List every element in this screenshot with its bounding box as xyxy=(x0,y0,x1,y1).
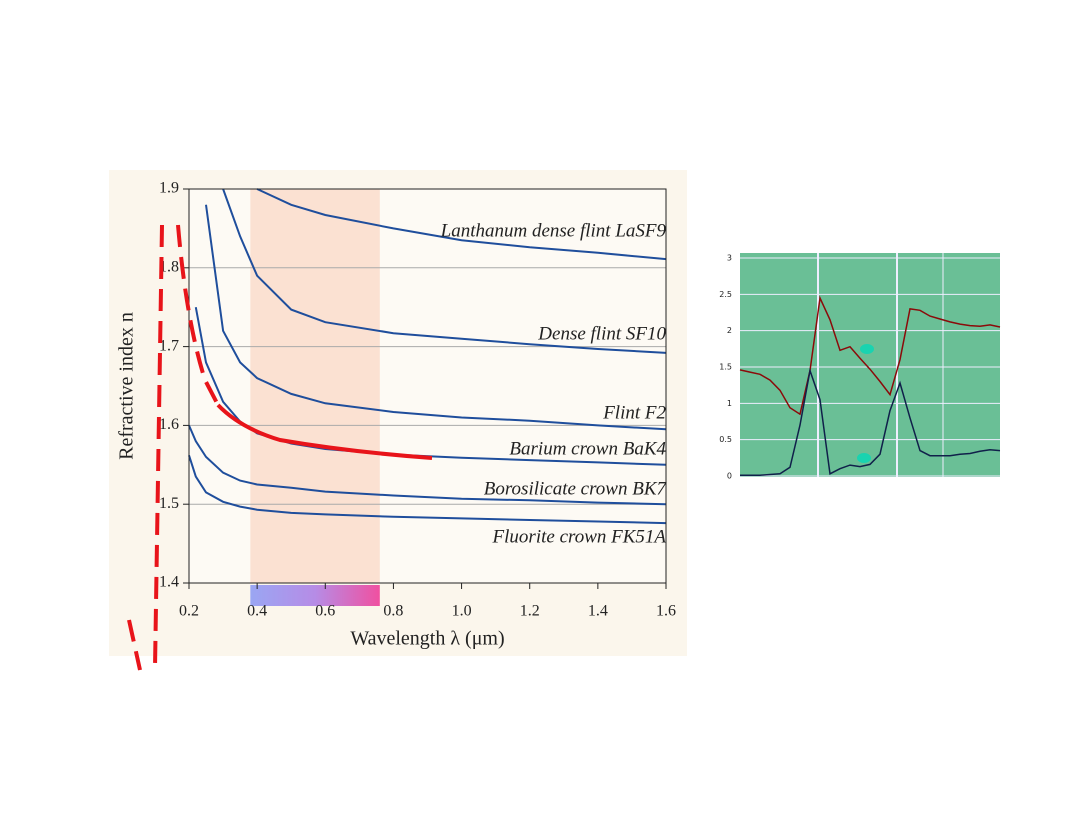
y-tick-label: 2 xyxy=(727,326,732,335)
series-label: Flint F2 xyxy=(602,402,666,423)
x-tick-label: 0.2 xyxy=(179,603,199,620)
y-tick-label: 1.5 xyxy=(159,495,179,512)
y-tick-label: 2.5 xyxy=(719,290,732,299)
x-tick-label: 0.4 xyxy=(247,603,267,620)
series-line xyxy=(740,367,1001,477)
plot-frame xyxy=(188,188,667,584)
x-tick-label: 1.4 xyxy=(588,603,608,620)
x-tick-label: 1.2 xyxy=(520,603,540,620)
dashed-line xyxy=(153,224,164,669)
y-axis-label: Refractive index n xyxy=(116,312,138,460)
series-line xyxy=(188,425,667,506)
y-tick-label: 1.8 xyxy=(159,258,179,275)
series-line xyxy=(222,188,667,354)
series-label: Fluorite crown FK51A xyxy=(492,526,667,547)
dashed-line xyxy=(127,619,142,671)
y-tick-label: 0 xyxy=(727,472,732,481)
x-axis-label: Wavelength λ (μm) xyxy=(350,628,504,650)
spectrum-bar xyxy=(250,585,380,606)
y-tick-label: 1.6 xyxy=(159,416,179,433)
y-tick-label: 1.7 xyxy=(159,337,179,354)
spectrum-chart: 0 0.5 1 1.5 2 2.5 3 xyxy=(719,254,1001,481)
annotation-sketch xyxy=(127,224,433,671)
series-label: Barium crown BaK4 xyxy=(509,438,666,459)
marker-dot xyxy=(857,453,871,463)
y-tick-label: 0.5 xyxy=(719,435,732,444)
fit-curve xyxy=(216,403,433,460)
x-tick-label: 0.6 xyxy=(315,603,335,620)
series-label: Borosilicate crown BK7 xyxy=(484,478,668,499)
plot-area-2 xyxy=(740,253,1000,477)
x-tick-label: 1.0 xyxy=(452,603,472,620)
x-tick-label: 1.6 xyxy=(656,603,676,620)
series-line xyxy=(739,295,1001,416)
marker-dot xyxy=(860,344,874,354)
series-line xyxy=(205,204,667,431)
y-tick-label: 1 xyxy=(727,399,732,408)
series-line xyxy=(188,454,667,525)
series-label: Lanthanum dense flint LaSF9 xyxy=(440,220,667,241)
dispersion-chart: 1.4 1.5 1.6 1.7 1.8 1.9 0.2 0.4 0.6 0.8 1.0 1.2 1.4 1… xyxy=(116,180,676,650)
series-line xyxy=(256,188,667,261)
y-tick-label: 1.9 xyxy=(159,180,179,197)
y-tick-label: 3 xyxy=(727,254,732,263)
y-tick-label: 1.4 xyxy=(159,574,179,591)
y-tick-label: 1.5 xyxy=(719,363,732,372)
x-tick-label: 0.8 xyxy=(383,603,403,620)
visible-band xyxy=(250,189,380,583)
series-label: Dense flint SF10 xyxy=(537,323,666,344)
